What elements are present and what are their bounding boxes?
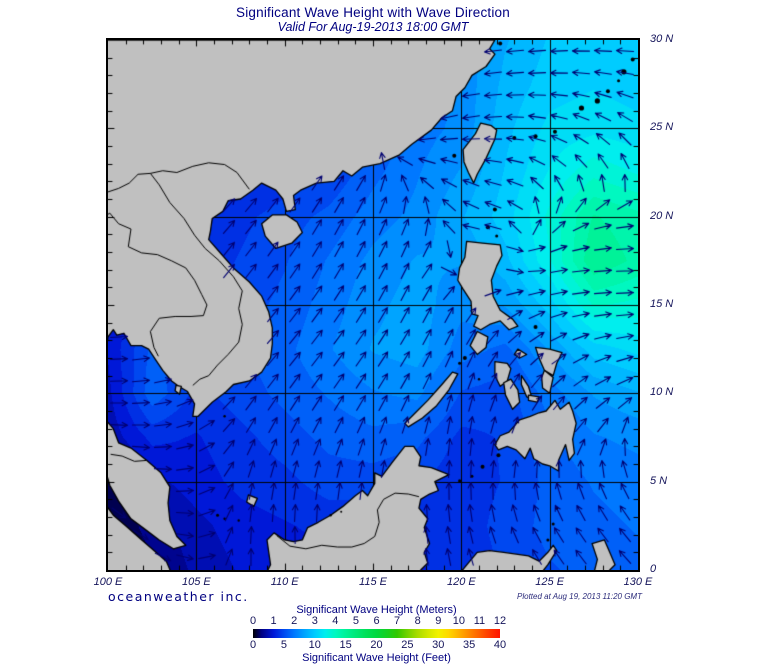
legend-tick: 8 (414, 615, 421, 627)
legend-tick: 20 (370, 639, 383, 651)
lat-tick-label: 30 N (650, 33, 674, 45)
chart-subtitle: Valid For Aug-19-2013 18:00 GMT (277, 20, 469, 34)
legend-tick: 35 (463, 639, 476, 651)
legend-tick: 0 (249, 615, 257, 627)
legend-tick: 15 (339, 639, 352, 651)
lat-tick-label: 0 (650, 563, 657, 575)
wave-map-canvas (106, 38, 640, 572)
lat-tick-label: 15 N (650, 298, 674, 310)
lon-tick-label: 115 E (359, 576, 387, 588)
plotted-at-text: Plotted at Aug 19, 2013 11:20 GMT (517, 592, 642, 601)
lon-tick-label: 105 E (181, 576, 211, 588)
legend-tick: 9 (435, 615, 442, 627)
legend-tick: 3 (311, 615, 318, 627)
legend-tick: 10 (452, 615, 465, 627)
legend-tick: 5 (280, 639, 287, 651)
legend-tick: 5 (352, 615, 359, 627)
legend-tick: 10 (308, 639, 321, 651)
legend-tick: 30 (432, 639, 445, 651)
lat-tick-label: 5 N (650, 474, 668, 487)
legend-tick: 2 (291, 615, 298, 627)
lon-tick-label: 100 E (93, 576, 123, 588)
branding-text: oceanweather inc. (108, 589, 249, 604)
legend-tick: 11 (473, 615, 486, 627)
legend-tick: 0 (249, 639, 257, 651)
legend-tick: 6 (373, 615, 380, 627)
chart-title: Significant Wave Height with Wave Direct… (236, 5, 510, 20)
legend-feet-label: Significant Wave Height (Feet) (302, 652, 451, 664)
map-area: 30 N 25 N 20 N 15 N 10 N 5 N 0 100 E 105 E 110 E 1… (94, 33, 674, 588)
legend-meters-label: Significant Wave Height (Meters) (296, 604, 457, 616)
lon-tick-label: 120 E (446, 576, 476, 588)
lon-tick-label: 110 E (270, 576, 299, 588)
legend-tick: 1 (270, 615, 277, 627)
legend-tick: 4 (332, 615, 339, 627)
legend-tick: 12 (493, 615, 507, 627)
legend-colorbar (253, 629, 500, 638)
legend-tick: 25 (401, 639, 414, 651)
lon-tick-label: 125 E (535, 576, 565, 588)
lat-tick-label: 25 N (650, 121, 674, 134)
lon-tick-label: 130 E (623, 576, 653, 588)
legend-tick: 40 (493, 639, 507, 651)
legend-tick: 7 (394, 615, 401, 627)
lat-tick-label: 20 N (650, 209, 674, 222)
lat-tick-label: 10 N (650, 386, 674, 399)
